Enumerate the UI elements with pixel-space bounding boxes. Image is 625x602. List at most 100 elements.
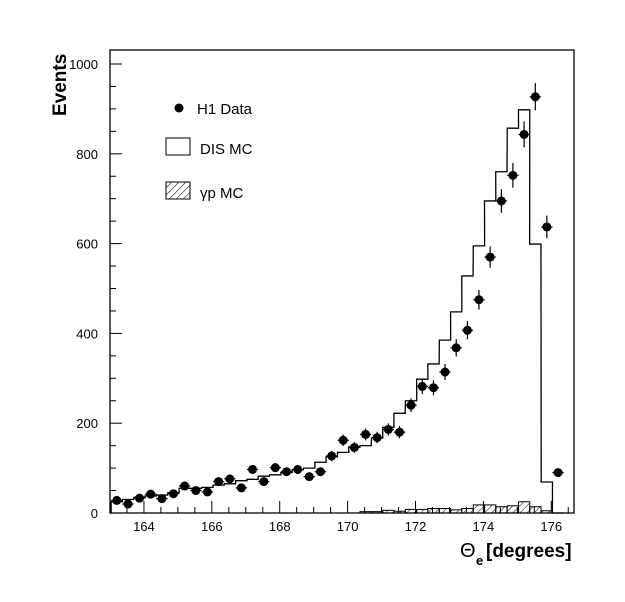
data-point bbox=[507, 163, 519, 188]
data-point bbox=[529, 83, 541, 111]
data-point bbox=[145, 489, 157, 499]
data-point bbox=[269, 463, 281, 473]
data-point bbox=[416, 378, 428, 394]
gp-mc-bar bbox=[484, 504, 497, 514]
y-tick-label: 200 bbox=[76, 416, 98, 431]
data-point bbox=[325, 450, 338, 462]
data-point bbox=[111, 495, 123, 505]
legend-h1-data: H1 Data bbox=[197, 101, 253, 118]
gp-mc-bar bbox=[517, 501, 531, 514]
data-point bbox=[461, 321, 474, 340]
data-marker bbox=[304, 472, 314, 482]
data-marker bbox=[270, 463, 280, 473]
data-point bbox=[314, 467, 327, 477]
x-tick-label: 164 bbox=[133, 519, 155, 534]
legend: H1 Data DIS MC γp MC bbox=[165, 101, 253, 202]
gp-mc-bar bbox=[495, 506, 508, 514]
data-point bbox=[552, 468, 564, 478]
x-label-theta: Θ bbox=[460, 540, 476, 562]
data-marker bbox=[315, 467, 325, 477]
data-marker bbox=[236, 483, 246, 493]
x-label-unit: [degrees] bbox=[486, 541, 572, 562]
gp-mc-bar bbox=[529, 506, 542, 514]
x-tick-label: 176 bbox=[540, 519, 562, 534]
data-point bbox=[518, 121, 530, 148]
data-point bbox=[156, 494, 168, 504]
y-tick-label: 0 bbox=[91, 506, 98, 521]
data-point bbox=[190, 486, 202, 496]
x-label-subscript: e bbox=[476, 553, 483, 568]
data-point bbox=[439, 364, 451, 380]
data-point bbox=[292, 464, 304, 474]
data-point bbox=[495, 189, 508, 213]
data-marker bbox=[123, 499, 133, 509]
data-point bbox=[359, 428, 372, 441]
y-axis-label: Events bbox=[50, 54, 71, 116]
data-marker bbox=[440, 367, 450, 377]
data-marker bbox=[248, 464, 258, 474]
data-marker bbox=[428, 383, 438, 393]
data-point bbox=[258, 477, 270, 487]
data-marker bbox=[191, 486, 201, 496]
data-marker bbox=[462, 325, 472, 335]
data-point bbox=[201, 487, 214, 497]
legend-gp-mc: γp MC bbox=[200, 185, 244, 202]
data-marker bbox=[553, 468, 563, 478]
data-marker bbox=[293, 464, 303, 474]
data-marker bbox=[259, 477, 269, 487]
data-point bbox=[382, 423, 394, 436]
data-point bbox=[280, 467, 293, 477]
plot-frame bbox=[109, 49, 575, 514]
plot-marks bbox=[110, 83, 564, 514]
data-point bbox=[484, 246, 496, 268]
x-axis-label: Θ e [degrees] bbox=[460, 540, 572, 568]
axes: 164 166 168 170 172 174 176 0 200 400 600 800 1000 bbox=[69, 49, 575, 534]
data-marker bbox=[157, 494, 167, 504]
data-marker bbox=[485, 252, 495, 262]
data-point bbox=[405, 398, 417, 413]
gp-mc-bar bbox=[461, 508, 474, 514]
data-marker bbox=[168, 489, 178, 499]
data-point bbox=[224, 474, 236, 484]
data-marker bbox=[180, 481, 190, 491]
data-marker bbox=[395, 427, 405, 437]
data-marker bbox=[135, 493, 145, 503]
data-point bbox=[393, 426, 406, 439]
data-marker bbox=[372, 433, 382, 443]
data-point bbox=[337, 434, 349, 446]
data-point bbox=[473, 289, 485, 310]
data-marker bbox=[361, 429, 371, 439]
gp-mc-bar bbox=[427, 508, 440, 514]
x-tick-label: 170 bbox=[337, 519, 359, 534]
x-tick-label: 174 bbox=[473, 519, 495, 534]
y-tick-label: 600 bbox=[76, 237, 98, 252]
data-point bbox=[122, 499, 134, 509]
data-marker bbox=[451, 343, 461, 353]
data-point bbox=[212, 477, 225, 487]
data-marker bbox=[112, 495, 122, 505]
data-marker bbox=[282, 467, 292, 477]
data-marker bbox=[542, 222, 552, 232]
data-point bbox=[427, 380, 440, 396]
y-tick-label: 800 bbox=[76, 147, 98, 162]
data-marker bbox=[508, 170, 518, 180]
data-marker bbox=[338, 435, 348, 445]
legend-data-marker-icon bbox=[174, 103, 184, 113]
data-marker bbox=[406, 400, 416, 410]
y-tick-label: 1000 bbox=[69, 57, 98, 72]
data-point bbox=[348, 442, 361, 453]
data-marker bbox=[474, 295, 484, 305]
legend-dis-mc: DIS MC bbox=[200, 141, 253, 158]
data-marker bbox=[496, 196, 506, 206]
data-marker bbox=[383, 424, 393, 434]
data-point bbox=[179, 481, 191, 491]
x-tick-label: 168 bbox=[269, 519, 291, 534]
y-tick-label: 400 bbox=[76, 326, 98, 341]
data-marker bbox=[349, 442, 359, 452]
data-marker bbox=[146, 489, 156, 499]
x-tick-label: 172 bbox=[405, 519, 427, 534]
data-point bbox=[167, 489, 180, 499]
data-point bbox=[303, 472, 315, 482]
data-point bbox=[246, 464, 259, 474]
